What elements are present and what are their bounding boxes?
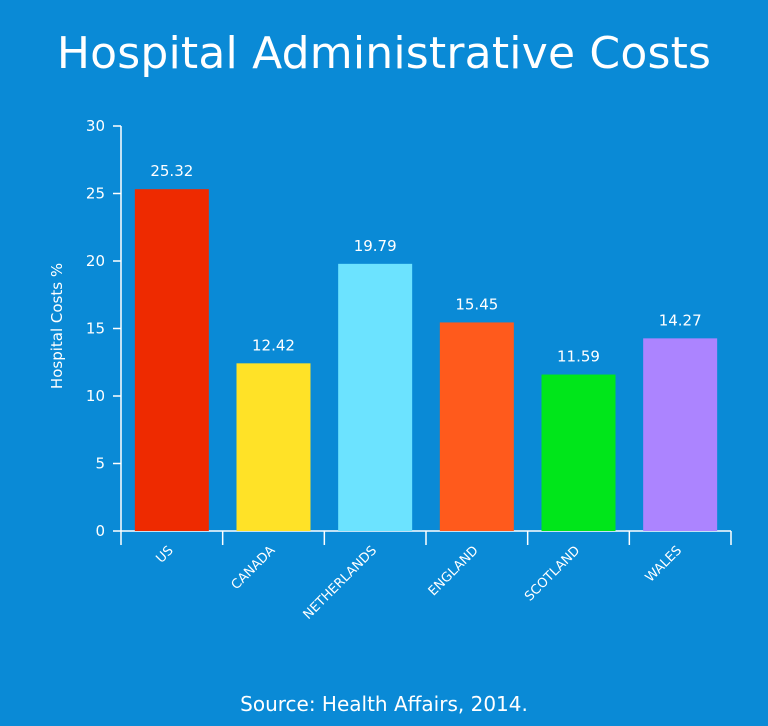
bars xyxy=(134,189,718,531)
y-tick-label: 10 xyxy=(86,387,105,405)
y-ticks: 0 5 10 15 20 25 30 xyxy=(86,117,121,540)
bar xyxy=(541,374,616,531)
bar xyxy=(236,363,311,531)
value-label: 12.42 xyxy=(252,336,295,354)
x-tick-label: NETHERLANDS xyxy=(301,543,380,622)
source-note: Source: Health Affairs, 2014. xyxy=(240,692,528,716)
y-axis-label: Hospital Costs % xyxy=(48,263,66,389)
bar xyxy=(338,263,413,531)
y-tick-label: 30 xyxy=(86,117,105,135)
y-tick-label: 25 xyxy=(86,185,105,203)
x-ticks: US CANADA NETHERLANDS ENGLAND SCOTLAND WALES xyxy=(120,531,732,623)
value-label: 14.27 xyxy=(659,311,702,329)
bar xyxy=(134,189,209,531)
x-tick-label: CANADA xyxy=(229,543,279,593)
y-tick-label: 0 xyxy=(95,522,105,540)
value-label: 15.45 xyxy=(455,295,498,313)
value-label: 19.79 xyxy=(354,237,397,255)
bar xyxy=(439,322,514,531)
bar xyxy=(643,338,718,531)
x-tick-label: SCOTLAND xyxy=(522,543,583,604)
value-labels: 25.32 12.42 19.79 15.45 11.59 14.27 xyxy=(150,162,701,365)
x-tick-label: ENGLAND xyxy=(426,543,482,599)
value-label: 11.59 xyxy=(557,348,600,366)
y-tick-label: 15 xyxy=(86,320,105,338)
y-tick-label: 5 xyxy=(95,455,105,473)
y-tick-label: 20 xyxy=(86,252,105,270)
x-tick-label: US xyxy=(153,543,176,566)
x-tick-label: WALES xyxy=(643,543,685,585)
chart-title: Hospital Administrative Costs xyxy=(56,28,712,79)
value-label: 25.32 xyxy=(150,162,193,180)
